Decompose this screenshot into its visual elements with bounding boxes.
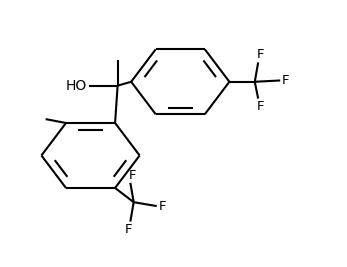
Text: F: F [256, 100, 264, 113]
Text: F: F [129, 168, 136, 182]
Text: HO: HO [66, 79, 87, 93]
Text: F: F [282, 74, 289, 87]
Text: F: F [159, 199, 166, 213]
Text: F: F [256, 48, 264, 61]
Text: F: F [125, 223, 132, 236]
